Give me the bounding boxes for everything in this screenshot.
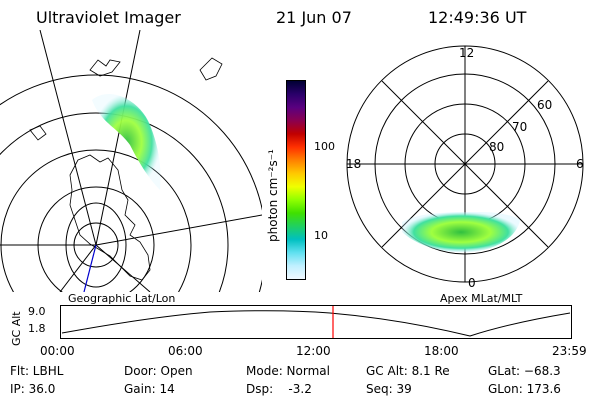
altitude-axis-label: GC Alt [10, 311, 23, 346]
geographic-map [0, 30, 262, 292]
glat-value: GLat: −68.3 [488, 364, 561, 378]
mlt-label-12: 12 [459, 46, 475, 60]
mlat-label-60: 60 [537, 98, 553, 112]
lat-circle [0, 112, 229, 292]
lat-circle [0, 149, 192, 292]
mlat-label-80: 80 [489, 140, 505, 154]
time-tick-23-59: 23:59 [552, 344, 587, 358]
instrument-title: Ultraviolet Imager [36, 8, 181, 27]
glon-value: GLon: 173.6 [488, 382, 561, 396]
colorbar-tick-10: 10 [314, 229, 328, 242]
door-value: Door: Open [124, 364, 193, 378]
lat-circle [0, 74, 262, 292]
coastline [69, 154, 151, 281]
time-tick-06-00: 06:00 [168, 344, 203, 358]
altitude-plot-frame [60, 305, 572, 339]
colorbar [286, 80, 306, 280]
mlt-label-6: 6 [576, 157, 584, 171]
altitude-curve [61, 310, 571, 337]
time-tick-18-00: 18:00 [424, 344, 459, 358]
altitude-tick-1-8: 1.8 [28, 322, 46, 335]
mlt-label-0: 0 [468, 276, 476, 290]
colorbar-tick-100: 100 [314, 140, 335, 153]
time-tick-00-00: 00:00 [40, 344, 75, 358]
colorbar-gradient [287, 81, 305, 279]
meridian-line [59, 244, 97, 292]
gc-alt-value: GC Alt: 8.1 Re [366, 364, 450, 378]
altitude-tick-9: 9.0 [28, 305, 46, 318]
dsp-value: Dsp: -3.2 [246, 382, 312, 396]
meridian-line [39, 30, 97, 246]
mode-value: Mode: Normal [246, 364, 330, 378]
aurora-oval [92, 94, 161, 190]
aurora-oval [402, 212, 520, 253]
meridian-line [95, 214, 262, 246]
gain-value: Gain: 14 [124, 382, 175, 396]
time-label: 12:49:36 UT [428, 8, 527, 27]
coastline [199, 57, 223, 81]
date-label: 21 Jun 07 [276, 8, 352, 27]
meridian-line [95, 30, 141, 246]
coastline [29, 125, 47, 141]
filter-value: Flt: LBHL [10, 364, 64, 378]
mlt-label-18: 18 [346, 157, 362, 171]
ip-value: IP: 36.0 [10, 382, 56, 396]
mlat-mlt-map [346, 45, 584, 283]
geographic-map-label: Geographic Lat/Lon [68, 292, 176, 305]
time-tick-12-00: 12:00 [296, 344, 331, 358]
apex-map-label: Apex MLat/MLT [440, 292, 523, 305]
seq-value: Seq: 39 [366, 382, 412, 396]
altitude-plot [60, 305, 572, 339]
coastline [89, 59, 121, 77]
blue-track [83, 244, 97, 292]
colorbar-unit-label: photon cm⁻²s⁻¹ [266, 149, 280, 242]
mlat-label-70: 70 [512, 120, 528, 134]
